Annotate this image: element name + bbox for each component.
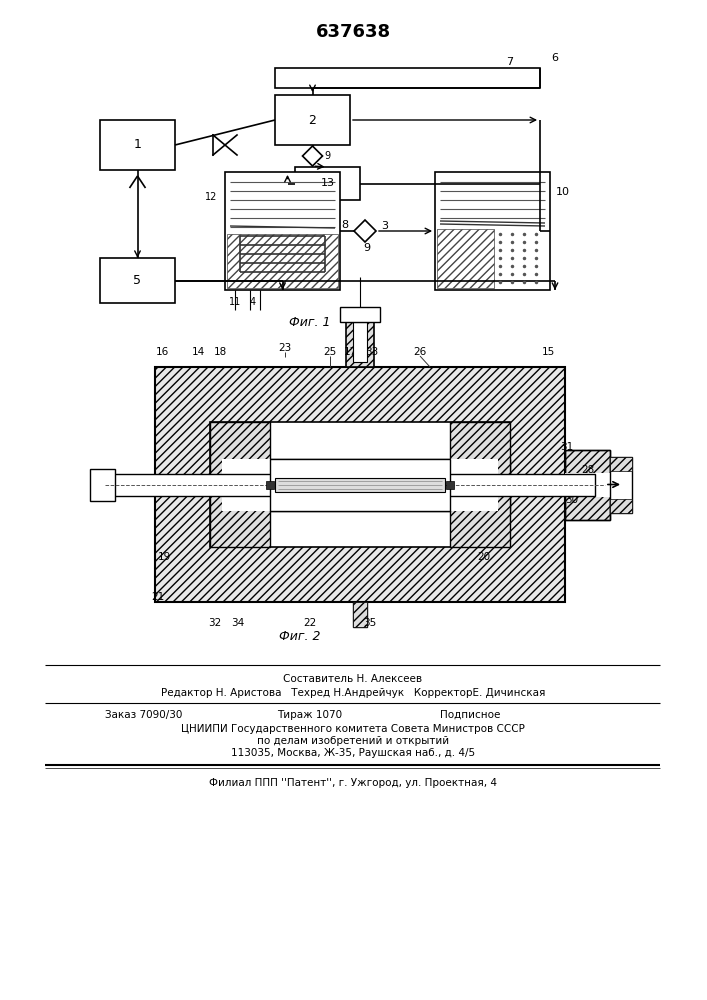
Text: 31: 31 (561, 442, 573, 452)
Bar (353, 602, 367, 627)
Text: 5: 5 (134, 274, 141, 287)
Bar (210, 422, 510, 547)
Text: 11: 11 (229, 297, 241, 307)
Polygon shape (303, 146, 322, 166)
Text: 25: 25 (323, 347, 337, 357)
Text: ЦНИИПИ Государственного комитета Совета Министров СССР: ЦНИИПИ Государственного комитета Совета … (181, 724, 525, 734)
Bar (437, 229, 494, 288)
Text: Тираж 1070: Тираж 1070 (277, 710, 343, 720)
Text: 34: 34 (231, 618, 245, 628)
Text: 21: 21 (151, 592, 165, 602)
Text: 19: 19 (158, 552, 170, 562)
Text: 4: 4 (250, 297, 256, 307)
Text: 22: 22 (303, 618, 317, 628)
Text: 33: 33 (366, 347, 379, 357)
Text: 20: 20 (477, 552, 491, 562)
Text: 35: 35 (363, 618, 377, 628)
Bar (155, 367, 565, 602)
Bar (346, 322, 374, 367)
Bar (210, 422, 270, 547)
Polygon shape (354, 220, 376, 242)
Text: 16: 16 (156, 347, 169, 357)
Bar (215, 458, 510, 510)
Bar (565, 473, 610, 496)
Text: 637638: 637638 (315, 23, 390, 41)
Text: 6: 6 (551, 53, 559, 63)
Bar (295, 167, 360, 200)
Bar (90, 468, 115, 500)
Bar (270, 458, 450, 510)
Bar (227, 234, 338, 288)
Text: 1: 1 (134, 138, 141, 151)
Bar (225, 172, 340, 290)
Text: 10: 10 (556, 187, 570, 197)
Bar (100, 258, 175, 303)
Text: 24: 24 (354, 335, 367, 345)
Bar (222, 458, 270, 510)
Text: 113035, Москва, Ж-35, Раушская наб., д. 4/5: 113035, Москва, Ж-35, Раушская наб., д. … (231, 748, 475, 758)
Text: 27: 27 (125, 480, 139, 490)
Bar (353, 322, 367, 362)
Text: Редактор Н. Аристова   Техред Н.Андрейчук   КорректорЕ. Дичинская: Редактор Н. Аристова Техред Н.Андрейчук … (160, 688, 545, 698)
Text: 12: 12 (204, 192, 217, 202)
Bar (340, 307, 380, 322)
Text: 29: 29 (581, 480, 595, 490)
Text: по делам изобретений и открытий: по делам изобретений и открытий (257, 736, 449, 746)
Text: 3: 3 (382, 221, 389, 231)
Bar (446, 481, 454, 488)
Text: 28: 28 (581, 465, 595, 475)
Bar (353, 602, 367, 627)
Text: 32: 32 (209, 618, 221, 628)
Text: 7: 7 (506, 57, 513, 67)
Text: 23: 23 (279, 343, 291, 353)
Text: Подписное: Подписное (440, 710, 500, 720)
Text: Филиал ППП ''Патент'', г. Ужгород, ул. Проектная, 4: Филиал ППП ''Патент'', г. Ужгород, ул. П… (209, 778, 497, 788)
Bar (450, 422, 510, 547)
Bar (110, 474, 595, 495)
Text: Фиг. 2: Фиг. 2 (279, 631, 321, 644)
Text: 14: 14 (192, 347, 204, 357)
Text: Составитель Н. Алексеев: Составитель Н. Алексеев (284, 674, 423, 684)
Bar (610, 456, 632, 512)
Text: 30: 30 (566, 495, 578, 505)
Text: 26: 26 (414, 347, 426, 357)
Bar (266, 481, 274, 488)
Text: 9: 9 (363, 243, 370, 253)
Bar (275, 95, 350, 145)
Text: 18: 18 (214, 347, 227, 357)
Bar (610, 456, 632, 471)
Bar (211, 423, 509, 546)
Text: 13: 13 (320, 178, 334, 188)
Text: 15: 15 (542, 347, 554, 357)
Text: 8: 8 (341, 220, 349, 230)
Bar (100, 120, 175, 170)
Text: Фиг. 1: Фиг. 1 (289, 316, 331, 328)
Bar (275, 478, 445, 491)
Text: Заказ 7090/30: Заказ 7090/30 (105, 710, 182, 720)
Bar (435, 172, 550, 290)
Text: 9: 9 (325, 151, 331, 161)
Bar (565, 450, 610, 520)
Bar (610, 498, 632, 512)
Bar (275, 68, 540, 88)
Text: 17: 17 (344, 347, 356, 357)
Bar (565, 450, 610, 520)
Bar (450, 458, 498, 510)
Text: 2: 2 (308, 113, 317, 126)
